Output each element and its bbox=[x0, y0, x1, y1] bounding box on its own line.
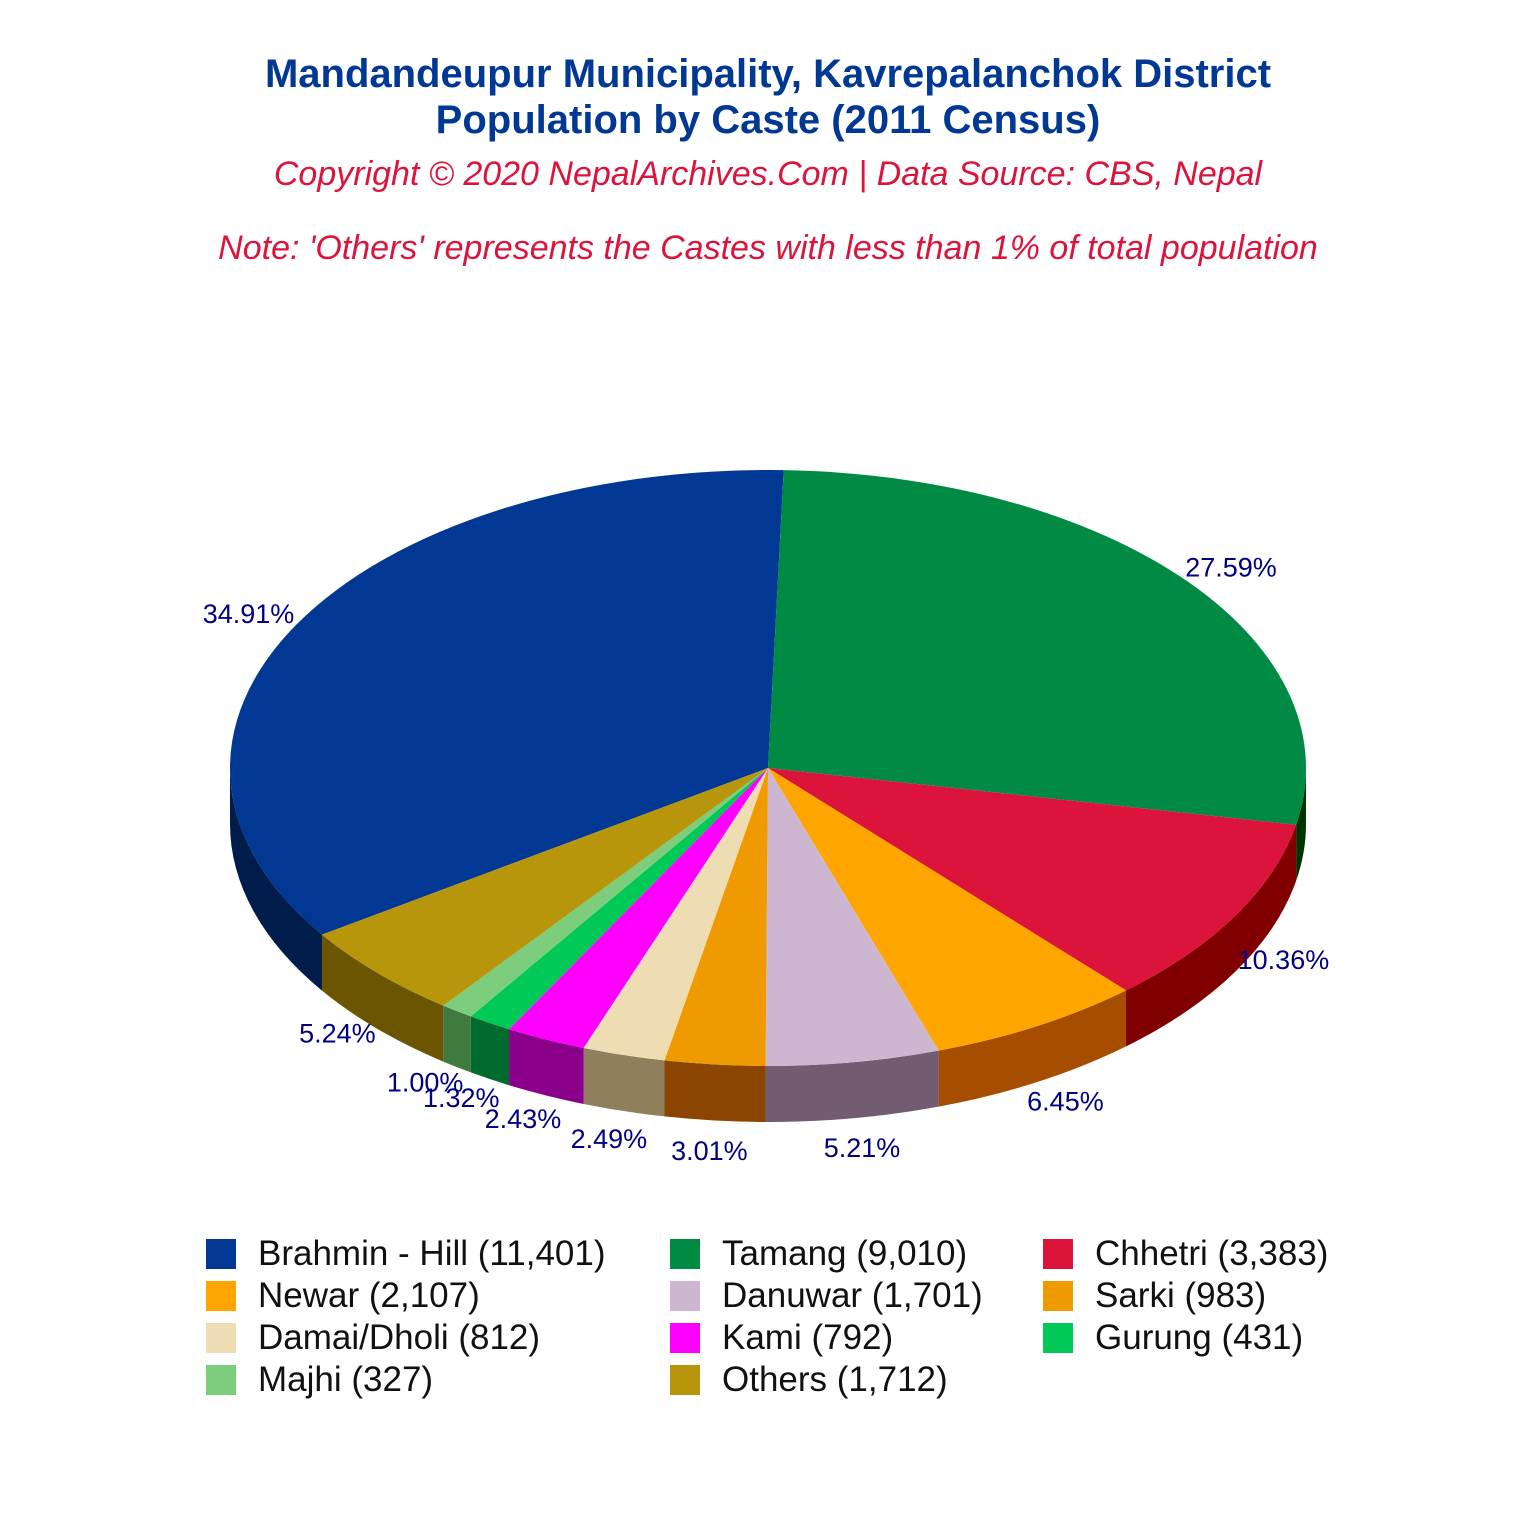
pie-side-others bbox=[321, 934, 444, 1062]
percent-label-danuwar: 5.21% bbox=[824, 1133, 901, 1163]
percent-labels: 34.91% 27.59% 10.36% 6.45% 5.21% 3.01% 2.49% 2.… bbox=[203, 552, 1329, 1166]
pie-side-chhetri bbox=[1126, 824, 1297, 1047]
pie-slice-gurung bbox=[470, 768, 768, 1030]
percent-label-brahmin-hill: 34.91% bbox=[203, 599, 295, 629]
note-text: Note: 'Others' represents the Castes wit… bbox=[218, 229, 1318, 267]
pie-slice-damai-dholi bbox=[583, 768, 768, 1061]
chart-title-line2: Population by Caste (2011 Census) bbox=[435, 98, 1101, 142]
pie-side-damai-dholi bbox=[583, 1047, 665, 1117]
pie-side-newar bbox=[938, 990, 1127, 1107]
percent-label-gurung: 1.32% bbox=[423, 1083, 500, 1113]
copyright-text: Copyright © 2020 NepalArchives.Com | Dat… bbox=[273, 155, 1263, 193]
pie-slice-majhi bbox=[443, 768, 768, 1017]
pie-side-tamang bbox=[1296, 768, 1306, 881]
pie-slice-kami bbox=[509, 768, 768, 1048]
pie-slice-chhetri bbox=[768, 768, 1297, 991]
pie-slices bbox=[230, 470, 1306, 1067]
pie-side-kami bbox=[509, 1029, 584, 1104]
percent-label-kami: 2.43% bbox=[485, 1104, 562, 1134]
pie-side-danuwar bbox=[765, 1050, 939, 1123]
percent-label-damai-dholi: 2.49% bbox=[571, 1124, 648, 1154]
percent-label-tamang: 27.59% bbox=[1185, 552, 1277, 582]
pie-slice-newar bbox=[768, 768, 1127, 1051]
pie-slice-others bbox=[321, 768, 768, 1006]
pie-slice-tamang bbox=[768, 470, 1306, 825]
pie-slice-sarki bbox=[664, 768, 768, 1066]
percent-label-majhi: 1.00% bbox=[387, 1068, 464, 1098]
percent-label-chhetri: 10.36% bbox=[1238, 945, 1330, 975]
pie-slice-brahmin-hill bbox=[230, 470, 784, 935]
pie-side-sarki bbox=[664, 1060, 766, 1122]
chart-title-line1: Mandandeupur Municipality, Kavrepalancho… bbox=[264, 52, 1272, 96]
pie-side-brahmin-hill bbox=[230, 768, 322, 991]
percent-label-sarki: 3.01% bbox=[671, 1136, 748, 1166]
pie-sides bbox=[230, 768, 1306, 1123]
percent-label-others: 5.24% bbox=[299, 1019, 376, 1049]
pie-side-majhi bbox=[443, 1005, 471, 1073]
percent-label-newar: 6.45% bbox=[1027, 1086, 1104, 1116]
pie-side-gurung bbox=[470, 1016, 510, 1086]
pie-slice-danuwar bbox=[765, 768, 939, 1067]
